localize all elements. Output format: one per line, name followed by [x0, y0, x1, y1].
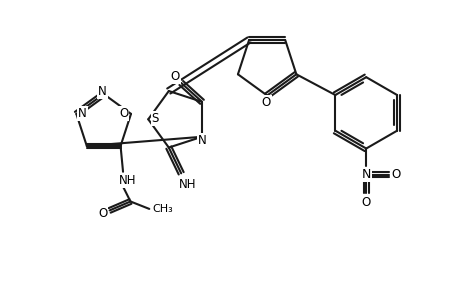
Text: O: O	[119, 107, 128, 120]
Text: N: N	[98, 85, 107, 98]
Text: O: O	[361, 196, 370, 208]
Text: CH₃: CH₃	[152, 204, 173, 214]
Text: O: O	[391, 168, 400, 181]
Text: O: O	[261, 96, 270, 109]
Text: O: O	[170, 70, 179, 83]
Text: NH: NH	[119, 174, 136, 187]
Text: O: O	[98, 207, 107, 220]
Text: N: N	[78, 107, 86, 120]
Text: N: N	[361, 168, 370, 181]
Text: N: N	[197, 134, 206, 147]
Text: S: S	[151, 112, 158, 125]
Text: NH: NH	[178, 178, 196, 191]
